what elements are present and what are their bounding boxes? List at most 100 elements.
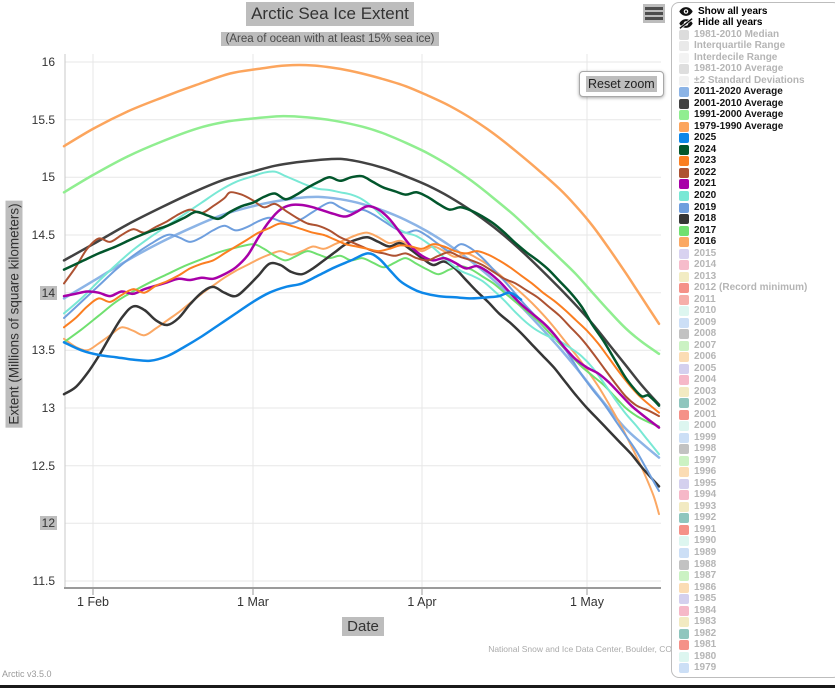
- series-line-1979-1990-average[interactable]: [62, 63, 661, 326]
- series-line-2016[interactable]: [63, 231, 660, 516]
- legend-item-2019[interactable]: 2019: [679, 202, 835, 214]
- legend-item-label: 1999: [694, 431, 717, 443]
- legend-item-2013[interactable]: 2013: [679, 271, 835, 283]
- legend-item-2020[interactable]: 2020: [679, 190, 835, 202]
- series-line-2025[interactable]: [62, 252, 523, 363]
- legend-item-1991-2000-average[interactable]: 1991-2000 Average: [679, 110, 835, 122]
- legend-item-interquartile-range[interactable]: Interquartile Range: [679, 41, 835, 53]
- legend-item-2022[interactable]: 2022: [679, 167, 835, 179]
- legend-item-2012-record-minimum[interactable]: 2012 (Record minimum): [679, 282, 835, 294]
- reset-zoom-label: Reset zoom: [586, 76, 657, 92]
- legend-control-show-all-years[interactable]: Show all years: [679, 6, 835, 18]
- legend-swatch: [679, 167, 689, 178]
- legend-item-1981[interactable]: 1981: [679, 639, 835, 651]
- legend-swatch: [679, 179, 689, 190]
- legend-item-2011[interactable]: 2011: [679, 294, 835, 306]
- eye-icon: [679, 7, 693, 17]
- legend-item-1990[interactable]: 1990: [679, 536, 835, 548]
- hamburger-menu-icon[interactable]: [643, 4, 665, 23]
- series-line-2020[interactable]: [63, 170, 660, 456]
- legend-item-interdecile-range[interactable]: Interdecile Range: [679, 52, 835, 64]
- bottom-border: [0, 685, 835, 688]
- legend-item-2016[interactable]: 2016: [679, 236, 835, 248]
- y-tick-label: 11.5: [32, 574, 55, 588]
- attribution-text: National Snow and Ice Data Center, Bould…: [488, 644, 672, 654]
- legend-item-label: 2001: [694, 408, 717, 420]
- legend-item-2003[interactable]: 2003: [679, 386, 835, 398]
- legend-item-1991[interactable]: 1991: [679, 524, 835, 536]
- y-tick-label: 13: [41, 401, 55, 415]
- series-line-2022[interactable]: [63, 191, 660, 418]
- legend-item-label: 1987: [694, 570, 717, 582]
- legend-item-1997[interactable]: 1997: [679, 455, 835, 467]
- legend-item-2005[interactable]: 2005: [679, 363, 835, 375]
- legend-item-1986[interactable]: 1986: [679, 582, 835, 594]
- legend-swatch: [679, 536, 689, 547]
- series-line-2017[interactable]: [63, 243, 660, 428]
- legend-item-1981-2010-median[interactable]: 1981-2010 Median: [679, 29, 835, 41]
- legend-item-1996[interactable]: 1996: [679, 467, 835, 479]
- legend-item-1992[interactable]: 1992: [679, 513, 835, 525]
- legend-control-hide-all-years[interactable]: Hide all years: [679, 17, 835, 30]
- legend-item-2001[interactable]: 2001: [679, 409, 835, 421]
- reset-zoom-button[interactable]: Reset zoom: [579, 71, 664, 97]
- legend-swatch: [679, 98, 689, 109]
- legend-item-1984[interactable]: 1984: [679, 605, 835, 617]
- legend-swatch: [679, 29, 689, 40]
- legend-item-label: 1981-2010 Average: [694, 63, 784, 75]
- legend-item-1999[interactable]: 1999: [679, 432, 835, 444]
- legend-item-2006[interactable]: 2006: [679, 351, 835, 363]
- legend-item-1987[interactable]: 1987: [679, 570, 835, 582]
- legend-item-1994[interactable]: 1994: [679, 490, 835, 502]
- y-tick-label: 14: [39, 286, 57, 300]
- legend-item-1980[interactable]: 1980: [679, 651, 835, 663]
- legend-item-2004[interactable]: 2004: [679, 375, 835, 387]
- legend-item-1995[interactable]: 1995: [679, 478, 835, 490]
- legend-item-1985[interactable]: 1985: [679, 593, 835, 605]
- legend-item-2017[interactable]: 2017: [679, 225, 835, 237]
- legend-swatch: [679, 237, 689, 248]
- legend-item-label: 2015: [694, 247, 717, 259]
- legend-swatch: [679, 52, 689, 63]
- series-line-2023[interactable]: [63, 222, 660, 414]
- legend-item-2002[interactable]: 2002: [679, 398, 835, 410]
- legend-item-1989[interactable]: 1989: [679, 547, 835, 559]
- legend-swatch: [679, 283, 689, 294]
- legend-swatch: [679, 329, 689, 340]
- legend-item-1998[interactable]: 1998: [679, 444, 835, 456]
- series-line-2018[interactable]: [62, 235, 661, 488]
- legend-item-1982[interactable]: 1982: [679, 628, 835, 640]
- legend-item-2023[interactable]: 2023: [679, 156, 835, 168]
- legend-item-label: 2017: [694, 224, 717, 236]
- legend-item-label: 1979-1990 Average: [694, 120, 784, 132]
- legend-item-2011-2020-average[interactable]: 2011-2020 Average: [679, 87, 835, 99]
- series-line-1991-2000-average[interactable]: [62, 114, 661, 356]
- legend-item-2024[interactable]: 2024: [679, 144, 835, 156]
- legend-item-label: 2024: [694, 143, 717, 155]
- legend-item-2018[interactable]: 2018: [679, 213, 835, 225]
- legend-item-1993[interactable]: 1993: [679, 501, 835, 513]
- y-axis-title: Extent (Millions of square kilometers): [5, 200, 23, 428]
- legend-item-2014[interactable]: 2014: [679, 259, 835, 271]
- sea-ice-extent-chart[interactable]: [0, 0, 672, 688]
- legend-item-2001-2010-average[interactable]: 2001-2010 Average: [679, 98, 835, 110]
- legend-item-2015[interactable]: 2015: [679, 248, 835, 260]
- legend-item-2010[interactable]: 2010: [679, 305, 835, 317]
- legend-item-label: 1994: [694, 489, 717, 501]
- legend-item-1981-2010-average[interactable]: 1981-2010 Average: [679, 64, 835, 76]
- legend-swatch: [679, 306, 689, 317]
- legend-item-2000[interactable]: 2000: [679, 421, 835, 433]
- legend-item-1983[interactable]: 1983: [679, 616, 835, 628]
- legend-item-2009[interactable]: 2009: [679, 317, 835, 329]
- legend-item-2025[interactable]: 2025: [679, 133, 835, 145]
- legend-item-1979-1990-average[interactable]: 1979-1990 Average: [679, 121, 835, 133]
- legend-item-1988[interactable]: 1988: [679, 559, 835, 571]
- legend-item-2-standard-deviations[interactable]: ±2 Standard Deviations: [679, 75, 835, 87]
- legend-item-2021[interactable]: 2021: [679, 179, 835, 191]
- series-line-2024[interactable]: [62, 174, 661, 407]
- legend-item-2008[interactable]: 2008: [679, 328, 835, 340]
- legend-swatch: [679, 455, 689, 466]
- legend-item-label: 1986: [694, 581, 717, 593]
- legend-item-1979[interactable]: 1979: [679, 662, 835, 674]
- legend-item-2007[interactable]: 2007: [679, 340, 835, 352]
